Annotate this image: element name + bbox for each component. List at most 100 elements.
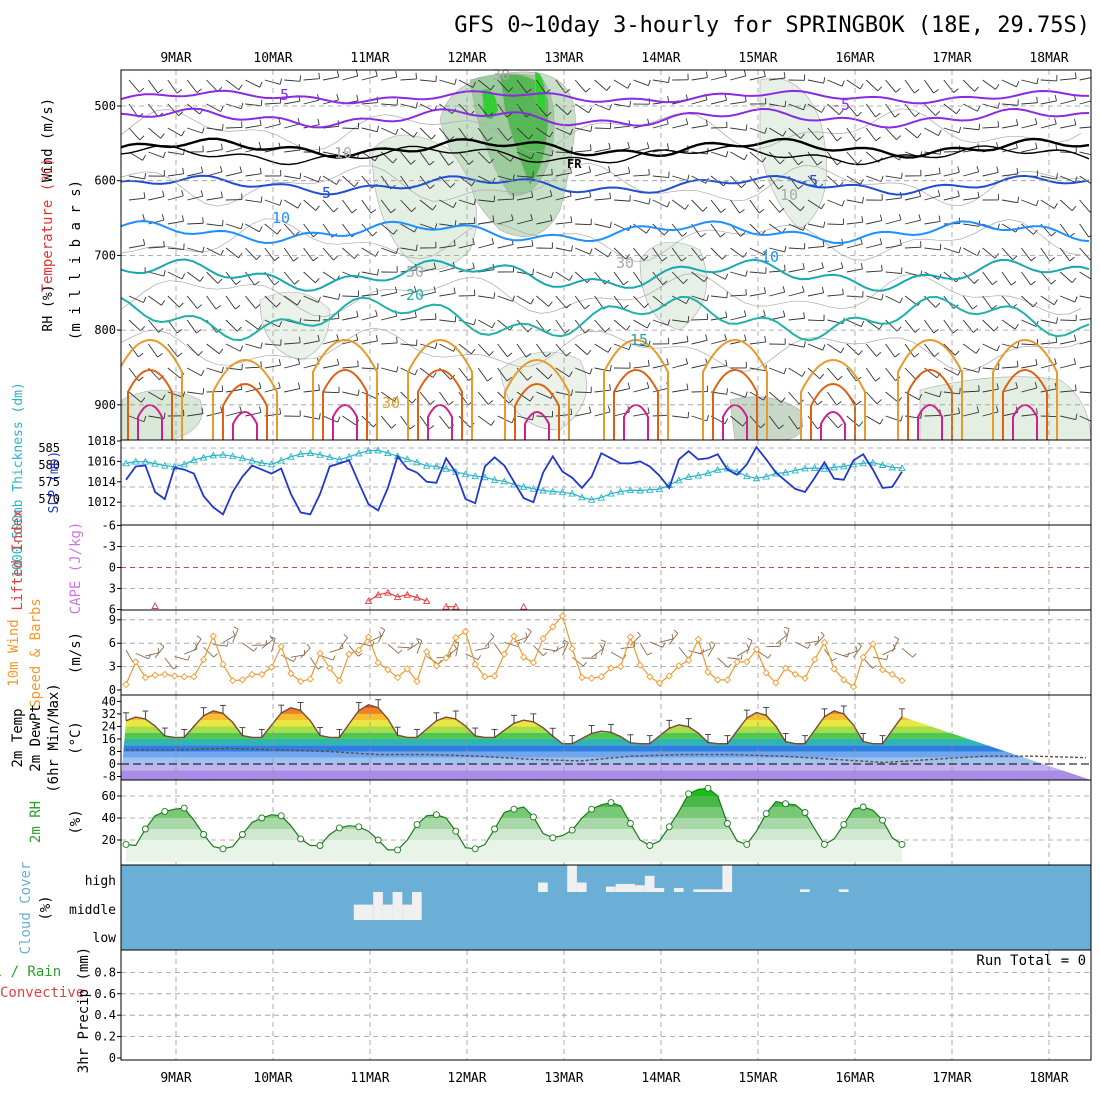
wind-barb [788, 247, 805, 250]
wind-barb [860, 238, 863, 245]
wind-barb [995, 84, 1000, 90]
wind-barb [497, 391, 510, 404]
wind-barb [914, 112, 920, 117]
wind-barb [454, 220, 457, 227]
isotherm-warm-loop [800, 359, 866, 440]
label-minmax: (6hr Min/Max) [46, 683, 62, 793]
wind-barb-10m [475, 647, 489, 651]
temp-band [121, 757, 1091, 764]
wind-barb [613, 247, 626, 260]
wind-speed-marker [626, 633, 635, 641]
wind-barb [963, 390, 980, 393]
wind-barb [284, 175, 301, 180]
wind-barb [206, 411, 223, 417]
rh-contour [121, 108, 1082, 152]
wind-barb [245, 103, 262, 107]
wind-barb [419, 343, 436, 349]
thickness-marker [258, 459, 266, 466]
wind-barb [299, 172, 302, 179]
wind-barb-10m [157, 647, 160, 653]
wind-barb [400, 391, 413, 404]
wind-barb [743, 70, 747, 76]
wind-barb [167, 271, 183, 280]
temp-band [121, 770, 1091, 780]
wind-barb [536, 151, 553, 157]
x-tick-label-top: 10MAR [253, 51, 292, 66]
wind-barb [477, 127, 488, 142]
y-tick-label-left: 575 [38, 475, 60, 489]
wind-barb [935, 302, 941, 308]
wind-barb [730, 340, 747, 345]
wind-barb [439, 267, 455, 273]
rh-marker [859, 803, 867, 811]
wind-barb-10m [329, 647, 344, 653]
wind-barb-10m [843, 650, 858, 656]
lifted-index-marker [519, 602, 528, 610]
panel-frame [120, 609, 1092, 696]
rh-marker [646, 842, 654, 849]
wind-barb [163, 240, 165, 247]
wind-barb [914, 89, 920, 94]
wind-barb [803, 312, 805, 319]
wind-barb [782, 310, 786, 317]
wind-barb [176, 328, 183, 334]
wind-barb [555, 295, 567, 309]
wind-barb [594, 367, 611, 372]
wind-barb [1079, 318, 1091, 321]
wind-barb-10m [639, 642, 648, 656]
wind-barb [322, 76, 339, 81]
wind-barb [318, 413, 321, 420]
wind-barb [920, 412, 922, 419]
wind-barb [594, 198, 611, 201]
wind-barb [800, 206, 805, 212]
wind-barb [284, 363, 300, 369]
wind-barb [822, 240, 825, 247]
wind-barb [575, 391, 592, 394]
wind-barb [477, 151, 490, 164]
wind-barb [284, 79, 301, 82]
wind-barb [865, 79, 879, 92]
wind-barb [278, 359, 281, 366]
wind-speed-marker [190, 673, 198, 681]
wind-barb [846, 243, 863, 249]
wind-barb [594, 223, 611, 229]
wind-barb [1035, 358, 1038, 366]
wind-barb [555, 271, 570, 281]
thickness-marker [578, 493, 586, 501]
wind-barb [536, 127, 550, 138]
wind-barb-10m [747, 637, 753, 641]
wind-barb [419, 175, 431, 189]
rh-marker [452, 827, 460, 835]
wind-barb [167, 247, 184, 250]
wind-barb [652, 175, 669, 178]
wind-barb [768, 127, 784, 137]
slp-line [125, 445, 903, 516]
wind-barb-10m [416, 638, 420, 643]
thickness-marker [306, 449, 315, 457]
isotherm-warm-loop [702, 339, 768, 440]
wind-barb [686, 383, 689, 390]
wind-barb [807, 246, 824, 249]
wind-barb [885, 295, 901, 304]
lifted-index-marker [393, 592, 402, 600]
wind-barb [648, 198, 651, 205]
wind-barb [516, 175, 533, 178]
wind-barb [239, 166, 243, 173]
wind-barb [400, 223, 415, 233]
thickness-marker [655, 485, 664, 493]
wind-barb [1021, 223, 1034, 235]
wind-barb [710, 295, 727, 299]
wind-barb [322, 415, 338, 423]
high-cloud-bar [576, 882, 587, 892]
wind-barb [706, 414, 709, 422]
y-tick-label: 0 [109, 1051, 116, 1065]
wind-barb-10m [232, 630, 236, 636]
wind-barb [609, 104, 612, 111]
wind-barb [566, 303, 572, 309]
wind-barb [768, 175, 779, 190]
wind-barb-10m [912, 653, 917, 658]
wind-barb [724, 70, 727, 77]
wind-barb [187, 391, 204, 395]
wind-speed-marker [878, 666, 887, 674]
high-cloud-bar [654, 887, 665, 892]
